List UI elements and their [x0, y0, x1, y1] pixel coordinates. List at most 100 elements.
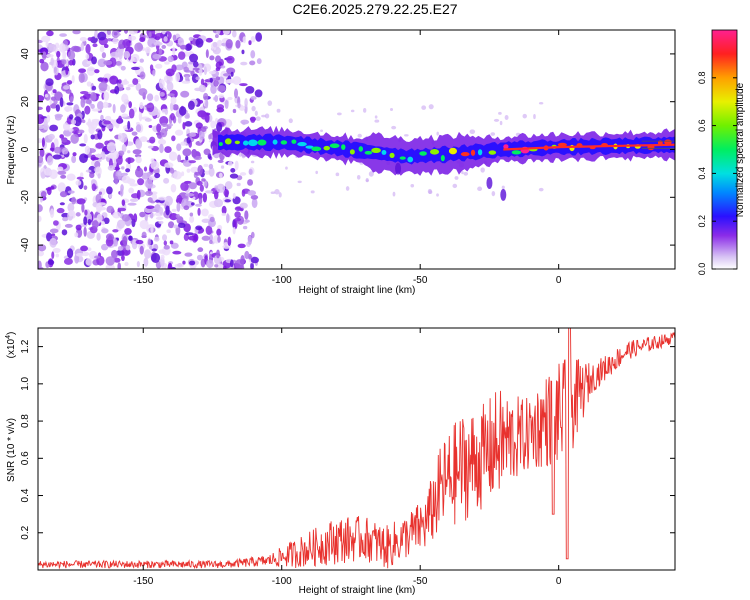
noise-speckle — [161, 44, 167, 49]
noise-speckle — [138, 111, 143, 122]
noise-speckle — [56, 207, 65, 214]
snr-panel: -150 -100 -50 0 0.2 0.4 0.6 0.8 1.0 1.2 Height o… — [5, 327, 676, 596]
noise-speckle — [214, 185, 218, 190]
ridge-blob — [323, 145, 331, 151]
noise-speckle — [114, 85, 120, 95]
noise-speckle — [109, 150, 119, 160]
snr-series-line — [38, 328, 675, 570]
noise-speckle — [177, 116, 182, 124]
noise-speckle — [174, 263, 184, 268]
noise-speckle — [242, 225, 248, 230]
noise-speckle — [115, 60, 122, 66]
noise-speckle — [391, 125, 397, 130]
noise-speckle — [158, 220, 164, 225]
noise-speckle — [237, 102, 241, 109]
noise-speckle — [87, 118, 92, 129]
noise-speckle — [125, 245, 131, 251]
spectrogram-panel: -150 -100 -50 0 -40 -20 0 20 40 Height of strai… — [6, 29, 676, 296]
noise-speckle — [162, 234, 168, 241]
noise-speckle — [129, 183, 138, 187]
noise-speckle — [104, 115, 112, 121]
noise-speckle — [195, 203, 202, 207]
noise-speckle — [101, 52, 107, 59]
noise-speckle — [233, 88, 239, 99]
noise-speckle — [45, 105, 51, 113]
noise-speckle — [368, 171, 374, 177]
noise-speckle — [135, 140, 143, 150]
noise-speckle — [106, 142, 117, 153]
noise-speckle — [66, 173, 76, 181]
noise-speckle — [175, 214, 180, 219]
noise-speckle — [101, 228, 109, 234]
noise-speckle — [202, 192, 208, 203]
noise-speckle — [182, 122, 186, 130]
noise-speckle — [38, 244, 47, 252]
noise-speckle — [66, 102, 74, 106]
noise-speckle — [147, 197, 153, 203]
noise-speckle — [201, 208, 209, 217]
noise-speckle — [120, 47, 124, 56]
noise-speckle — [201, 235, 211, 241]
noise-speckle — [53, 138, 59, 148]
noise-speckle — [131, 53, 140, 63]
noise-speckle — [117, 245, 124, 251]
noise-speckle — [188, 260, 196, 266]
noise-speckle — [48, 133, 55, 140]
noise-speckle — [202, 92, 209, 101]
noise-speckle — [345, 186, 350, 191]
ridge-blob — [224, 138, 232, 145]
noise-speckle — [206, 259, 214, 269]
noise-speckle — [239, 83, 248, 87]
noise-speckle — [123, 30, 129, 34]
noise-speckle — [242, 36, 247, 44]
noise-speckle — [113, 239, 118, 247]
noise-speckle — [74, 232, 79, 238]
noise-speckle — [57, 170, 67, 175]
y-tick-label: 0 — [20, 146, 31, 152]
noise-speckle — [46, 53, 54, 58]
noise-speckle — [197, 63, 203, 73]
noise-speckle — [255, 116, 261, 121]
noise-speckle — [112, 229, 119, 233]
noise-speckle — [44, 93, 49, 98]
noise-speckle — [201, 218, 211, 224]
noise-speckle — [38, 260, 42, 269]
noise-speckle — [480, 167, 485, 173]
noise-speckle — [132, 149, 142, 155]
noise-speckle — [217, 188, 221, 192]
noise-speckle — [38, 124, 44, 130]
noise-speckle — [147, 238, 152, 246]
noise-speckle — [232, 108, 237, 114]
noise-speckle — [288, 118, 293, 124]
noise-speckle — [67, 50, 76, 60]
noise-speckle — [43, 167, 52, 176]
noise-speckle — [315, 170, 319, 175]
noise-speckle — [244, 250, 250, 260]
noise-speckle — [264, 113, 270, 119]
noise-speckle — [38, 39, 43, 44]
noise-speckle — [210, 120, 216, 129]
noise-speckle — [121, 214, 131, 222]
noise-speckle — [131, 131, 138, 136]
noise-speckle — [63, 258, 73, 265]
noise-speckle — [114, 175, 119, 185]
noise-speckle — [94, 69, 100, 74]
noise-speckle — [181, 171, 185, 177]
noise-speckle — [538, 187, 544, 192]
noise-speckle — [64, 106, 73, 112]
noise-speckle — [144, 249, 152, 259]
noise-speckle — [186, 137, 191, 144]
noise-speckle — [88, 125, 95, 135]
noise-speckle — [50, 57, 54, 66]
noise-speckle — [254, 89, 263, 98]
noise-speckle — [80, 245, 89, 252]
noise-speckle — [87, 247, 92, 252]
noise-speckle — [236, 182, 241, 187]
noise-speckle — [103, 120, 111, 125]
noise-speckle — [189, 215, 195, 224]
colorbar-tick-label: 0.8 — [697, 72, 707, 85]
noise-speckle — [38, 204, 43, 213]
noise-speckle — [71, 126, 80, 135]
noise-speckle — [234, 160, 239, 171]
noise-speckle — [52, 154, 62, 160]
